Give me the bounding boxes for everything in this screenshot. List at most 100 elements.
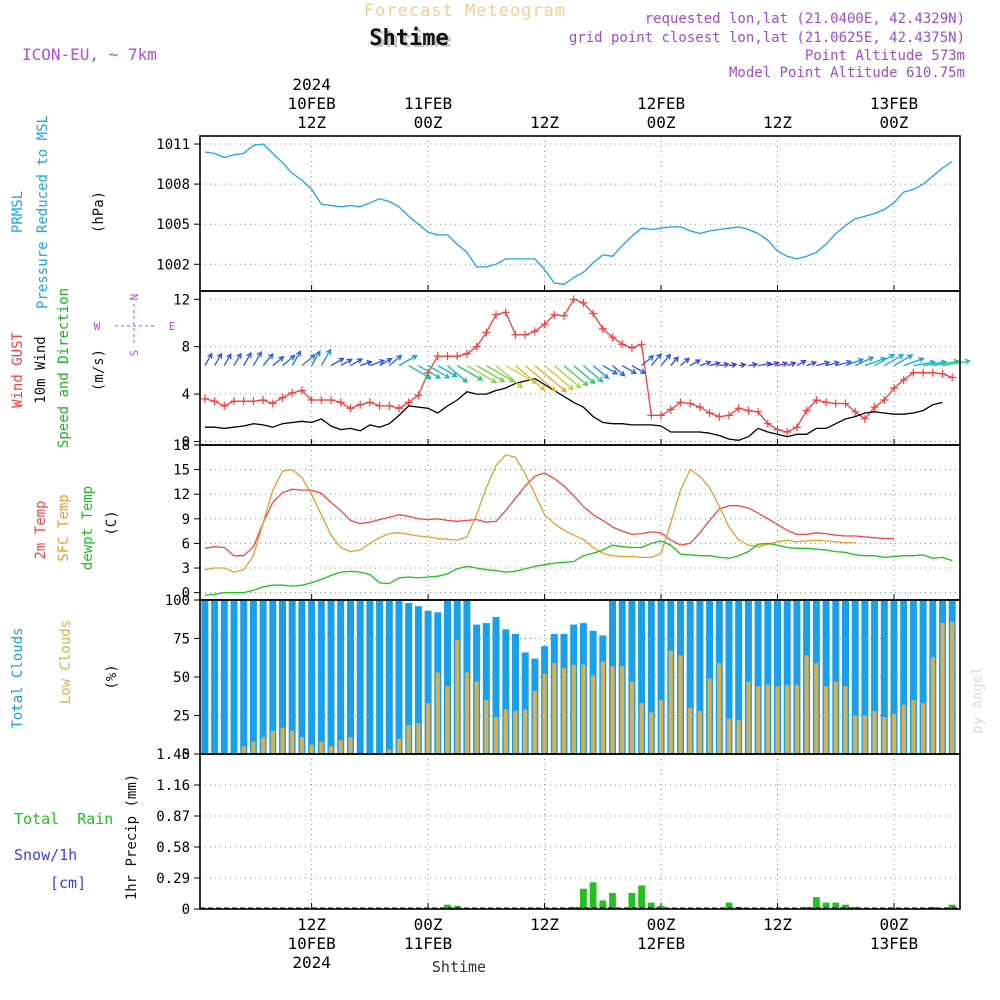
total-cloud-bar [706, 600, 714, 754]
gust-marker [909, 368, 918, 377]
temp-unit-label: (C) [104, 510, 120, 535]
temp-ytick-label: 6 [182, 536, 190, 552]
total-cloud-bar [638, 600, 646, 754]
total-cloud-bar [298, 600, 306, 754]
total-cloud-bar [259, 600, 267, 754]
low-cloud-bar [882, 717, 887, 754]
rain-bar [657, 905, 665, 909]
wind-direction-arrow [282, 354, 296, 367]
total-cloud-bar [376, 600, 384, 754]
total-cloud-bar [900, 600, 908, 754]
temp-panel: 0 3 6 9 12 15 18 [173, 438, 961, 602]
rain-bar [444, 904, 451, 909]
requested-coords: requested lon,lat (21.0400E, 42.4329N) [645, 11, 965, 27]
total-cloud-bar [444, 600, 451, 754]
gust-marker [327, 395, 336, 404]
low-cloud-bar [930, 657, 935, 754]
gust-marker [249, 397, 258, 406]
wind-direction-arrow [602, 365, 619, 375]
low-cloud-bar [804, 655, 809, 754]
gust-marker [200, 394, 209, 403]
gust-marker [229, 397, 238, 406]
gust-marker [433, 352, 442, 361]
total-cloud-bar [851, 600, 859, 754]
grid-coords: grid point closest lon,lat (21.0625E, 42… [569, 30, 965, 46]
bottom-time-label: 12Z [530, 915, 559, 934]
bottom-time-label: 2024 [292, 953, 331, 972]
low-cloud-bar [270, 730, 275, 754]
precip-ytick-label: 0 [182, 902, 190, 918]
wind-direction-arrow [631, 365, 647, 374]
wind-direction-arrow [340, 358, 353, 367]
pressure-ytick-label: 1002 [156, 257, 190, 273]
temp-frame [199, 444, 961, 601]
low-cloud-bar [241, 746, 246, 754]
total-cloud-bar [385, 600, 393, 754]
gust-marker [356, 400, 365, 409]
total-cloud-bar [366, 600, 374, 754]
clouds-ytick-label: 25 [173, 709, 190, 725]
gust-marker [889, 384, 898, 393]
gust-marker [579, 298, 588, 307]
temp-ytick-label: 0 [182, 586, 190, 602]
total-cloud-bar [405, 603, 413, 754]
gust-marker [851, 407, 860, 416]
low-cloud-bar [329, 746, 334, 754]
wind-ytick-label: 12 [173, 292, 190, 308]
top-time-label: 00Z [414, 113, 443, 132]
low-cloud-bar [474, 681, 479, 754]
total-cloud-bar [482, 623, 490, 754]
low-cloud-bar [290, 730, 295, 754]
total-cloud-bar [735, 600, 743, 754]
total-cloud-bar [647, 600, 655, 754]
gust-marker [268, 399, 277, 408]
gust-marker [822, 398, 831, 407]
total-cloud-bar [395, 600, 403, 754]
gust-marker [724, 411, 733, 420]
low-cloud-bar [299, 737, 304, 754]
low-cloud-bar [833, 681, 838, 754]
gust-marker [511, 330, 520, 339]
wind-direction-arrow [379, 358, 393, 367]
wind-direction-arrow [874, 353, 896, 367]
total-cloud-bar [696, 600, 704, 754]
gust-marker [453, 352, 462, 361]
low-cloud-bar [814, 663, 819, 754]
low-cloud-bar [494, 717, 499, 754]
clouds-ytick-label: 100 [165, 593, 190, 609]
wind-plot [200, 295, 971, 441]
precip-ytick-label: 0.87 [156, 809, 190, 825]
top-time-label: 11FEB [404, 94, 452, 113]
wind-direction-arrow [408, 365, 432, 380]
wind-direction-arrow [388, 354, 403, 367]
wind-ytick-label: 4 [182, 387, 190, 403]
compass-west: W [94, 320, 101, 333]
wind-direction-arrow [592, 365, 610, 380]
wind-direction-arrow [825, 360, 841, 367]
location-title: Shtime [369, 26, 448, 51]
precip-plot [200, 882, 960, 909]
wind-gust-label: Wind GUST [10, 332, 26, 408]
gust-marker [521, 330, 530, 339]
total-cloud-bar [347, 600, 354, 754]
low-cloud-bar [629, 681, 634, 754]
gust-marker [550, 310, 559, 319]
wind-direction-arrow [883, 354, 905, 367]
wind-direction-arrow [320, 348, 332, 366]
total-cloud-bar [308, 600, 316, 754]
wind-direction-arrow [398, 354, 418, 367]
gust-marker [705, 409, 714, 418]
low-cloud-bar [697, 710, 702, 754]
low-cloud-bar [552, 663, 557, 754]
clouds-ytick-label: 0 [182, 747, 190, 763]
gust-marker [530, 327, 539, 336]
gust-marker [307, 395, 316, 404]
low-cloud-bar [542, 673, 547, 754]
wind-direction-arrow [816, 360, 831, 367]
gust-marker [763, 419, 772, 428]
gust-marker [880, 395, 889, 404]
rain-bar [842, 904, 849, 909]
low-cloud-bar [950, 621, 955, 754]
gust-marker [501, 308, 510, 317]
